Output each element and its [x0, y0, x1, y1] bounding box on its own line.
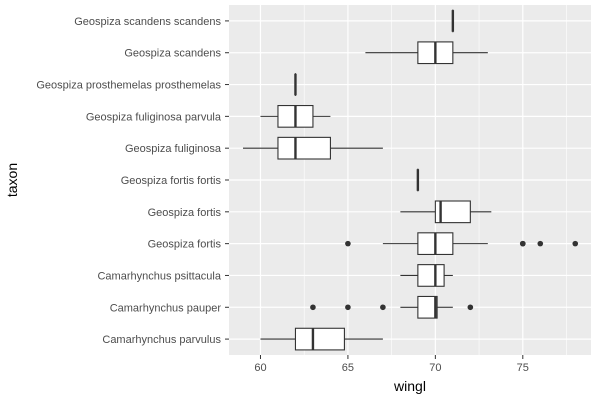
y-tick-label: Geospiza scandens scandens: [74, 16, 221, 28]
x-tick-label: 70: [429, 362, 441, 374]
outlier-point: [468, 304, 474, 310]
y-tick-label: Geospiza fuliginosa parvula: [86, 111, 222, 123]
x-axis-tick-labels: 60 65 70 75: [254, 355, 529, 374]
outlier-point: [537, 241, 543, 247]
y-tick-label: Geospiza fortis fortis: [121, 175, 222, 187]
outlier-point: [345, 241, 351, 247]
y-axis-tick-labels: Camarhynchus parvulus Camarhynchus pauper…: [36, 16, 229, 346]
y-tick-label: Geospiza scandens: [124, 48, 221, 60]
outlier-point: [572, 241, 578, 247]
x-tick-label: 75: [517, 362, 529, 374]
y-tick-label: Geospiza fuliginosa: [125, 143, 222, 155]
outlier-point: [310, 304, 316, 310]
outlier-point: [345, 304, 351, 310]
box-iqr: [278, 137, 330, 159]
y-tick-label: Camarhynchus pauper: [110, 302, 222, 314]
box-iqr: [418, 265, 444, 287]
y-tick-label: Geospiza prosthemelas prosthemelas: [36, 80, 221, 92]
y-tick-label: Camarhynchus parvulus: [102, 334, 221, 346]
y-tick-label: Camarhynchus psittacula: [97, 270, 221, 282]
box-iqr: [295, 328, 344, 350]
x-axis-title: wingl: [393, 378, 426, 394]
y-axis-title: taxon: [4, 163, 20, 197]
y-tick-label: Geospiza fortis: [148, 207, 222, 219]
outlier-point: [380, 304, 386, 310]
y-tick-label: Geospiza fortis: [148, 239, 222, 251]
outlier-point: [520, 241, 526, 247]
x-tick-label: 65: [342, 362, 354, 374]
x-tick-label: 60: [254, 362, 266, 374]
